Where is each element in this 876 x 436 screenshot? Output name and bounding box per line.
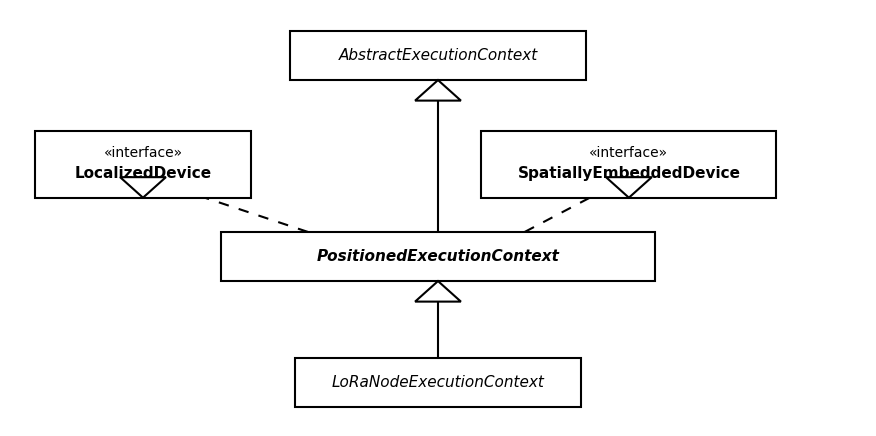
Polygon shape [415, 80, 461, 101]
FancyBboxPatch shape [482, 131, 776, 198]
Text: LocalizedDevice: LocalizedDevice [74, 167, 212, 181]
Text: «interface»: «interface» [590, 146, 668, 160]
FancyBboxPatch shape [295, 358, 581, 407]
Polygon shape [606, 177, 652, 198]
Text: «interface»: «interface» [103, 146, 182, 160]
Text: AbstractExecutionContext: AbstractExecutionContext [338, 48, 538, 63]
FancyBboxPatch shape [221, 232, 655, 281]
Polygon shape [415, 281, 461, 302]
Polygon shape [120, 177, 166, 198]
FancyBboxPatch shape [291, 31, 585, 80]
FancyBboxPatch shape [34, 131, 251, 198]
Text: SpatiallyEmbeddedDevice: SpatiallyEmbeddedDevice [518, 167, 740, 181]
Text: LoRaNodeExecutionContext: LoRaNodeExecutionContext [331, 375, 545, 390]
Text: PositionedExecutionContext: PositionedExecutionContext [316, 249, 560, 264]
